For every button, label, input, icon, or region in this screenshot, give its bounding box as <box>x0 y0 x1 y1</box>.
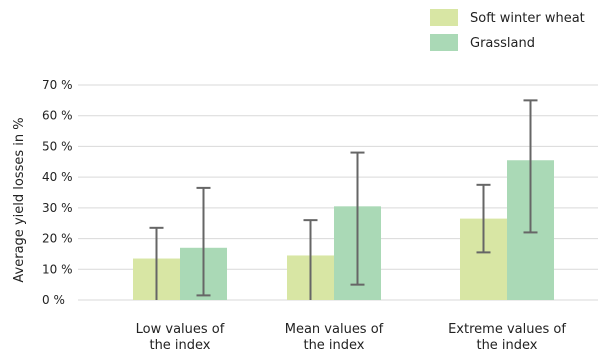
y-tick-label: 20 % <box>42 232 73 246</box>
x-category-label-line: the index <box>303 338 364 353</box>
x-category-label-line: Mean values of <box>285 322 384 337</box>
y-tick-label: 40 % <box>42 170 73 184</box>
y-tick-label: 0 % <box>42 293 65 307</box>
x-category-label-line: the index <box>149 338 210 353</box>
legend-label: Soft winter wheat <box>470 11 585 26</box>
error-bars <box>149 99 538 300</box>
x-category-label: Mean values of the index <box>285 322 384 353</box>
bars <box>133 160 554 300</box>
y-tick-label: 10 % <box>42 262 73 276</box>
legend: Soft winter wheat Grassland <box>430 9 585 51</box>
legend-swatch <box>430 34 458 51</box>
y-axis-label: Average yield losses in % <box>12 117 27 282</box>
legend-label: Grassland <box>470 36 535 51</box>
x-category-label-line: the index <box>476 338 537 353</box>
y-tick-label: 60 % <box>42 109 73 123</box>
x-category-label: Extreme values of the index <box>448 322 566 353</box>
y-axis-ticks: 0 % 10 % 20 % 30 % 40 % 50 % 60 % 70 % <box>42 78 73 307</box>
legend-swatch <box>430 9 458 26</box>
x-category-label-line: Extreme values of <box>448 322 566 337</box>
y-tick-label: 50 % <box>42 139 73 153</box>
y-tick-label: 70 % <box>42 78 73 92</box>
x-category-label: Low values of the index <box>136 322 225 353</box>
y-tick-label: 30 % <box>42 201 73 215</box>
x-category-label-line: Low values of <box>136 322 225 337</box>
